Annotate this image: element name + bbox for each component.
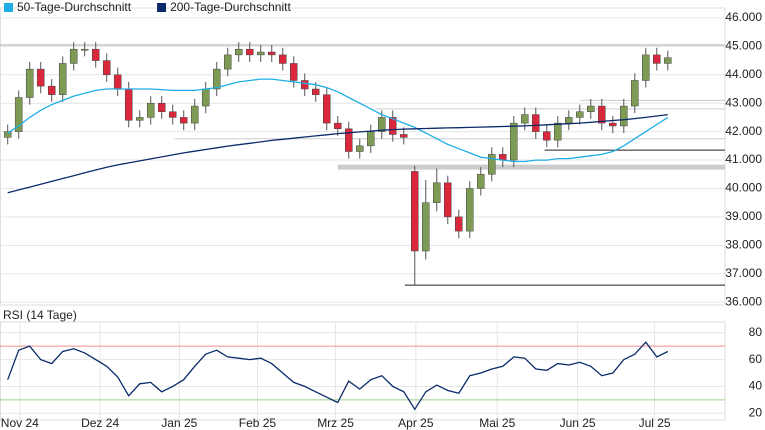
candle-body <box>598 105 606 124</box>
y-tick-label: 44.000 <box>725 67 762 81</box>
candle-body <box>300 80 309 90</box>
candle-body <box>422 202 430 252</box>
candle-body <box>333 122 342 130</box>
y-tick-label: 39.000 <box>725 209 762 223</box>
candle-body <box>157 102 166 112</box>
x-tick-label: Jul 25 <box>639 416 671 430</box>
candle-body <box>146 102 155 118</box>
candle-body <box>455 216 463 232</box>
candle-body <box>212 68 221 90</box>
candle-body <box>587 105 595 112</box>
y-tick-label: 37.000 <box>725 266 762 280</box>
legend-swatch <box>157 3 167 12</box>
x-tick-label: Dez 24 <box>81 416 119 430</box>
y-tick-label: 40.000 <box>725 181 762 195</box>
x-tick-label: Feb 25 <box>239 416 277 430</box>
candle-body <box>322 94 331 124</box>
x-tick-label: Mrz 25 <box>317 416 354 430</box>
candle-body <box>389 117 397 135</box>
candle-body <box>411 171 419 252</box>
x-tick-label: Mai 25 <box>479 416 515 430</box>
candle-body <box>400 134 408 138</box>
x-tick-label: Jan 25 <box>161 416 197 430</box>
y-tick-label: 36.000 <box>725 294 762 308</box>
panel-title: RSI (14 Tage) <box>3 308 77 322</box>
plot-frame <box>0 321 726 421</box>
legend-label: 200-Tage-Durchschnitt <box>170 0 291 14</box>
candle-body <box>367 131 375 147</box>
candle-body <box>444 182 452 218</box>
series-line <box>7 113 668 194</box>
candle-body <box>554 122 562 141</box>
plot-frame <box>0 7 726 306</box>
candle-body <box>80 48 89 51</box>
candle-body <box>488 154 496 175</box>
candle-body <box>135 117 144 121</box>
candle-body <box>521 114 529 124</box>
x-tick-label: Jun 25 <box>560 416 596 430</box>
candle-body <box>47 85 56 95</box>
y-tick-label: 38.000 <box>725 237 762 251</box>
x-tick-label: Nov 24 <box>1 416 39 430</box>
candle-body <box>168 111 177 118</box>
candle-body <box>344 128 353 152</box>
candle-body <box>609 122 617 127</box>
y-tick-label: 20 <box>749 405 763 419</box>
candle-body <box>190 105 199 124</box>
candle-body <box>14 97 23 132</box>
candle-body <box>69 48 78 64</box>
series-line <box>7 78 669 163</box>
candle-body <box>289 63 298 81</box>
candle-body <box>58 63 67 95</box>
y-tick-label: 45.000 <box>725 39 762 53</box>
candle-body <box>576 111 584 118</box>
candle-body <box>510 122 518 161</box>
candle-body <box>124 88 133 121</box>
y-tick-label: 80 <box>749 325 763 339</box>
candle-body <box>642 54 650 81</box>
candle-body <box>532 114 540 132</box>
y-tick-label: 40 <box>749 379 763 393</box>
candle-body <box>653 54 661 64</box>
candle-body <box>102 60 111 76</box>
legend-label: 50-Tage-Durchschnitt <box>17 0 132 14</box>
candle-body <box>466 188 474 232</box>
candle-body <box>433 182 441 203</box>
y-tick-label: 43.000 <box>725 95 762 109</box>
candle-body <box>664 57 672 64</box>
candle-body <box>3 131 12 138</box>
x-tick-label: Apr 25 <box>398 416 434 430</box>
candle-body <box>355 145 364 152</box>
candle-body <box>201 88 210 107</box>
series-line <box>7 341 669 411</box>
candle-body <box>278 54 287 64</box>
candle-body <box>179 117 188 124</box>
candle-body <box>234 48 243 56</box>
candle-body <box>311 88 320 95</box>
y-tick-label: 60 <box>749 352 763 366</box>
candle-body <box>631 80 639 107</box>
candle-body <box>565 117 573 124</box>
candle-body <box>620 105 628 127</box>
y-tick-label: 42.000 <box>725 124 762 138</box>
y-tick-label: 41.000 <box>725 152 762 166</box>
candle-body <box>477 174 485 189</box>
candle-body <box>543 131 551 141</box>
candle-body <box>25 68 34 98</box>
candle-body <box>91 48 100 61</box>
candle-body <box>245 48 254 56</box>
candle-body <box>256 51 265 56</box>
legend-swatch <box>4 3 13 12</box>
candle-body <box>36 68 45 87</box>
candle-body <box>267 51 276 56</box>
candle-body <box>223 54 232 70</box>
candle-body <box>378 117 386 132</box>
candle-body <box>113 74 122 90</box>
y-tick-label: 46.000 <box>725 10 762 24</box>
